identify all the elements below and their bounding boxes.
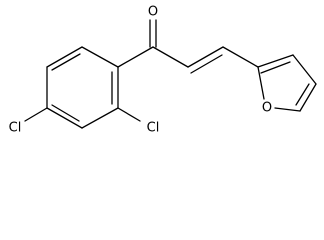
bond: [190, 54, 223, 74]
bond: [81, 46, 119, 68]
atom-label: Cl: [147, 121, 160, 136]
bond: [222, 46, 259, 68]
bond: [24, 107, 48, 122]
bond: [257, 66, 265, 100]
atom-label: O: [262, 101, 272, 116]
bond: [117, 107, 141, 122]
bond: [292, 54, 317, 85]
bond: [46, 46, 83, 68]
bond: [187, 46, 224, 68]
bond: [46, 107, 83, 129]
bond: [257, 54, 294, 68]
bond: [260, 61, 291, 74]
bonds: [24, 19, 317, 129]
bond: [81, 107, 119, 129]
bond: [51, 104, 80, 122]
bond: [274, 107, 301, 112]
bond: [295, 83, 310, 106]
bond: [299, 83, 317, 112]
atom-label: O: [148, 5, 158, 20]
bond: [152, 46, 189, 68]
bond: [117, 46, 154, 68]
molecule-diagram: O Cl Cl O: [9, 5, 317, 136]
atom-label: Cl: [9, 121, 22, 136]
bond: [51, 53, 81, 71]
